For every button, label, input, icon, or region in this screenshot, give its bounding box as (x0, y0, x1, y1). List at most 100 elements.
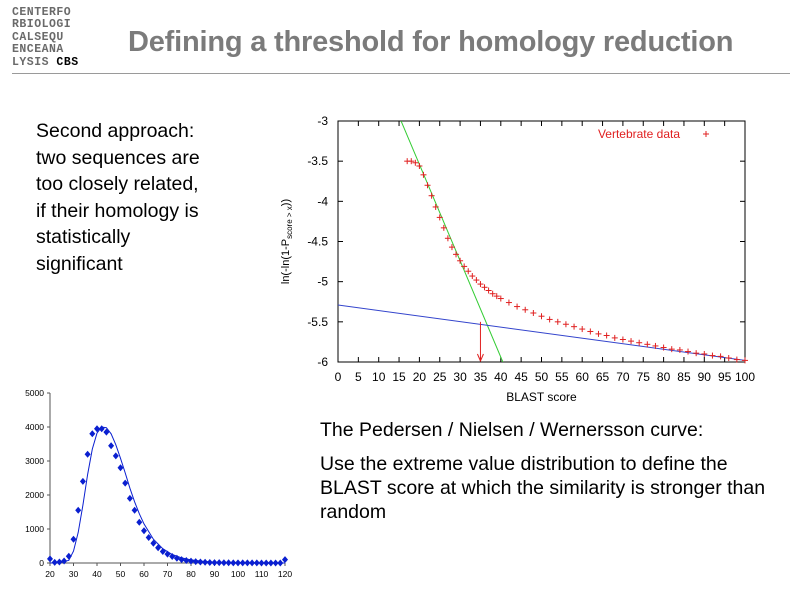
data-point (595, 330, 602, 337)
data-point (546, 316, 553, 323)
x-tick-label: 50 (535, 370, 549, 384)
threshold-arrow-head (476, 353, 484, 363)
fit-line-2 (338, 304, 745, 361)
main-chart-group: 0 5 10 15 20 25 30 35 40 45 50 55 60 65 70 75 80 85 90 95 10… (280, 114, 755, 404)
data-point (522, 306, 529, 313)
data-point (668, 346, 675, 353)
data-point (453, 251, 460, 258)
data-point (505, 299, 512, 306)
x-tick-label: 35 (474, 370, 488, 384)
logo-line: CENTERFO (12, 6, 72, 19)
data-point (444, 235, 451, 242)
x-tick-label: 0 (335, 370, 342, 384)
data-point (579, 326, 586, 333)
x-tick-label: 40 (494, 370, 508, 384)
data-point (644, 341, 651, 348)
x-tick-label: 25 (433, 370, 447, 384)
y-tick-label: -5.5 (307, 315, 328, 329)
data-point (493, 293, 500, 300)
data-point (416, 162, 423, 169)
data-point (701, 350, 708, 357)
data-point (742, 357, 748, 364)
data-point (628, 338, 635, 345)
right-text-block: The Pedersen / Nielsen / Wernersson curv… (320, 418, 780, 534)
x-tick-label: 15 (392, 370, 406, 384)
y-axis-label-end: )) (280, 199, 292, 206)
data-point (497, 295, 504, 302)
data-point (652, 342, 659, 349)
y-axis-label: ln(-ln(1-Pscore > x)) (280, 199, 294, 284)
logo-suffix: CBS (56, 55, 79, 69)
fit-line-1 (400, 121, 504, 362)
title-divider (12, 73, 790, 74)
data-point (733, 356, 740, 363)
data-point (440, 224, 447, 231)
data-point (424, 182, 431, 189)
data-point (603, 332, 610, 339)
data-point (514, 303, 521, 310)
logo-line: CALSEQU (12, 30, 64, 44)
x-tick-label: 95 (718, 370, 732, 384)
y-tick-label: -6 (317, 355, 328, 369)
data-point (428, 192, 435, 199)
data-point (709, 352, 716, 359)
data-point (469, 273, 476, 280)
plot-frame (337, 120, 746, 363)
data-point (587, 328, 594, 335)
data-point (685, 348, 692, 355)
x-tick-label: 100 (735, 370, 755, 384)
data-point (571, 323, 578, 330)
x-tick-label: 10 (372, 370, 386, 384)
y-axis-label-main: ln(-ln(1-P (280, 239, 292, 284)
y-tick-label: -4 (317, 194, 328, 208)
data-point (611, 334, 618, 341)
data-point (676, 346, 683, 353)
cbs-logo: CENTERFO RBIOLOGI CALSEQU ENCEANA LYSIS … (12, 6, 82, 69)
x-tick-label: 85 (677, 370, 691, 384)
data-point (412, 159, 419, 166)
curve-description: Use the extreme value distribution to de… (320, 453, 766, 523)
x-tick-label: 20 (413, 370, 427, 384)
data-point (530, 309, 537, 316)
x-axis-label: BLAST score (506, 390, 577, 404)
data-point (489, 290, 496, 297)
logo-line: LYSIS CBS (12, 55, 82, 69)
data-point (436, 214, 443, 221)
x-tick-label: 80 (657, 370, 671, 384)
data-point (725, 354, 732, 361)
x-tick-label: 60 (576, 370, 590, 384)
x-tick-label: 45 (514, 370, 528, 384)
logo-line: RBIOLOGI (12, 18, 72, 32)
y-tick-label: -3.5 (307, 154, 328, 168)
data-point (465, 268, 472, 275)
data-point (485, 287, 492, 294)
x-tick-label: 65 (596, 370, 610, 384)
data-point (538, 313, 545, 320)
data-point (477, 281, 484, 288)
y-tick-label: -5 (317, 275, 328, 289)
x-tick-label: 30 (453, 370, 467, 384)
data-point (636, 339, 643, 346)
data-point (432, 203, 439, 210)
x-tick-label: 5 (355, 370, 362, 384)
data-point (481, 284, 488, 291)
curve-heading: The Pedersen / Nielsen / Wernersson curv… (320, 419, 704, 441)
data-point (448, 244, 455, 251)
slide-title: Defining a threshold for homology reduct… (128, 26, 734, 58)
x-tick-label: 75 (637, 370, 651, 384)
x-tick-label: 55 (555, 370, 569, 384)
data-point (461, 263, 468, 270)
x-tick-label: 90 (698, 370, 712, 384)
data-point (473, 277, 480, 284)
left-text-block: Second approach: two sequences are too c… (36, 120, 200, 275)
data-point (408, 158, 415, 165)
data-point (562, 321, 569, 328)
logo-line: ENCEANA (12, 43, 64, 57)
y-tick-label: -4.5 (307, 235, 328, 249)
data-point (420, 171, 427, 178)
data-point (660, 344, 667, 351)
y-tick-label: -3 (317, 114, 328, 128)
data-point (717, 353, 724, 360)
data-point (457, 257, 464, 264)
